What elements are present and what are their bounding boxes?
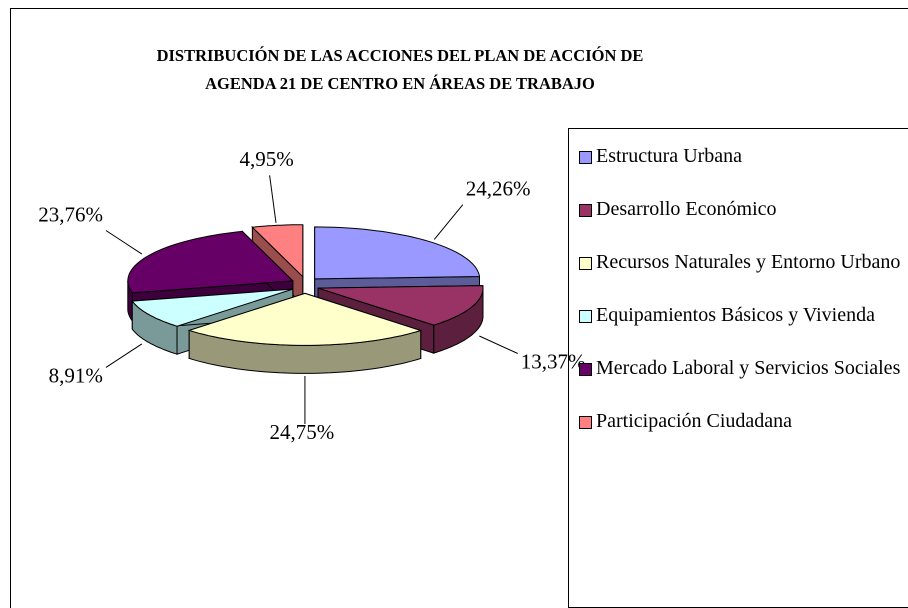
legend-item: Mercado Laboral y Servicios Sociales — [579, 353, 908, 383]
data-label: 24,26% — [466, 177, 531, 201]
legend-swatch — [579, 416, 592, 429]
slice-top — [251, 224, 304, 278]
leader-line — [433, 204, 464, 240]
legend-label: Estructura Urbana — [596, 145, 743, 167]
legend-item: Equipamientos Básicos y Vivienda — [579, 300, 908, 330]
leader-line — [105, 343, 143, 368]
legend-label: Equipamientos Básicos y Vivienda — [596, 304, 875, 326]
slice-top — [131, 288, 293, 327]
leader-line — [105, 230, 143, 255]
legend-item: Estructura Urbana — [579, 141, 908, 171]
legend-swatch — [579, 151, 592, 164]
slice-top — [127, 230, 294, 294]
data-label: 23,76% — [38, 202, 103, 226]
data-label: 4,95% — [239, 147, 293, 171]
legend-item: Recursos Naturales y Entorno Urbano — [579, 247, 908, 277]
data-label: 8,91% — [49, 363, 103, 387]
legend-label: Recursos Naturales y Entorno Urbano — [596, 251, 901, 273]
legend-swatch — [579, 204, 592, 217]
legend-swatch — [579, 257, 592, 270]
legend-item: Participación Ciudadana — [579, 406, 908, 436]
slice-top — [317, 285, 484, 326]
legend-item: Desarrollo Económico — [579, 194, 908, 224]
data-label: 24,75% — [270, 420, 335, 444]
leader-line — [479, 335, 518, 354]
chart-frame — [10, 8, 908, 608]
pie-slice — [187, 292, 423, 374]
data-label: 13,37% — [521, 349, 586, 373]
slice-top — [314, 226, 481, 280]
legend: Estructura Urbana Desarrollo Económico Rec… — [568, 128, 908, 608]
slice-top — [187, 292, 423, 346]
chart-title: DISTRIBUCIÓN DE LAS ACCIONES DEL PLAN DE… — [156, 46, 644, 93]
legend-swatch — [579, 363, 592, 376]
leader-line — [269, 175, 277, 223]
legend-label: Desarrollo Económico — [596, 198, 777, 220]
legend-label: Mercado Laboral y Servicios Sociales — [596, 357, 901, 379]
legend-label: Participación Ciudadana — [596, 410, 793, 432]
legend-swatch — [579, 310, 592, 323]
